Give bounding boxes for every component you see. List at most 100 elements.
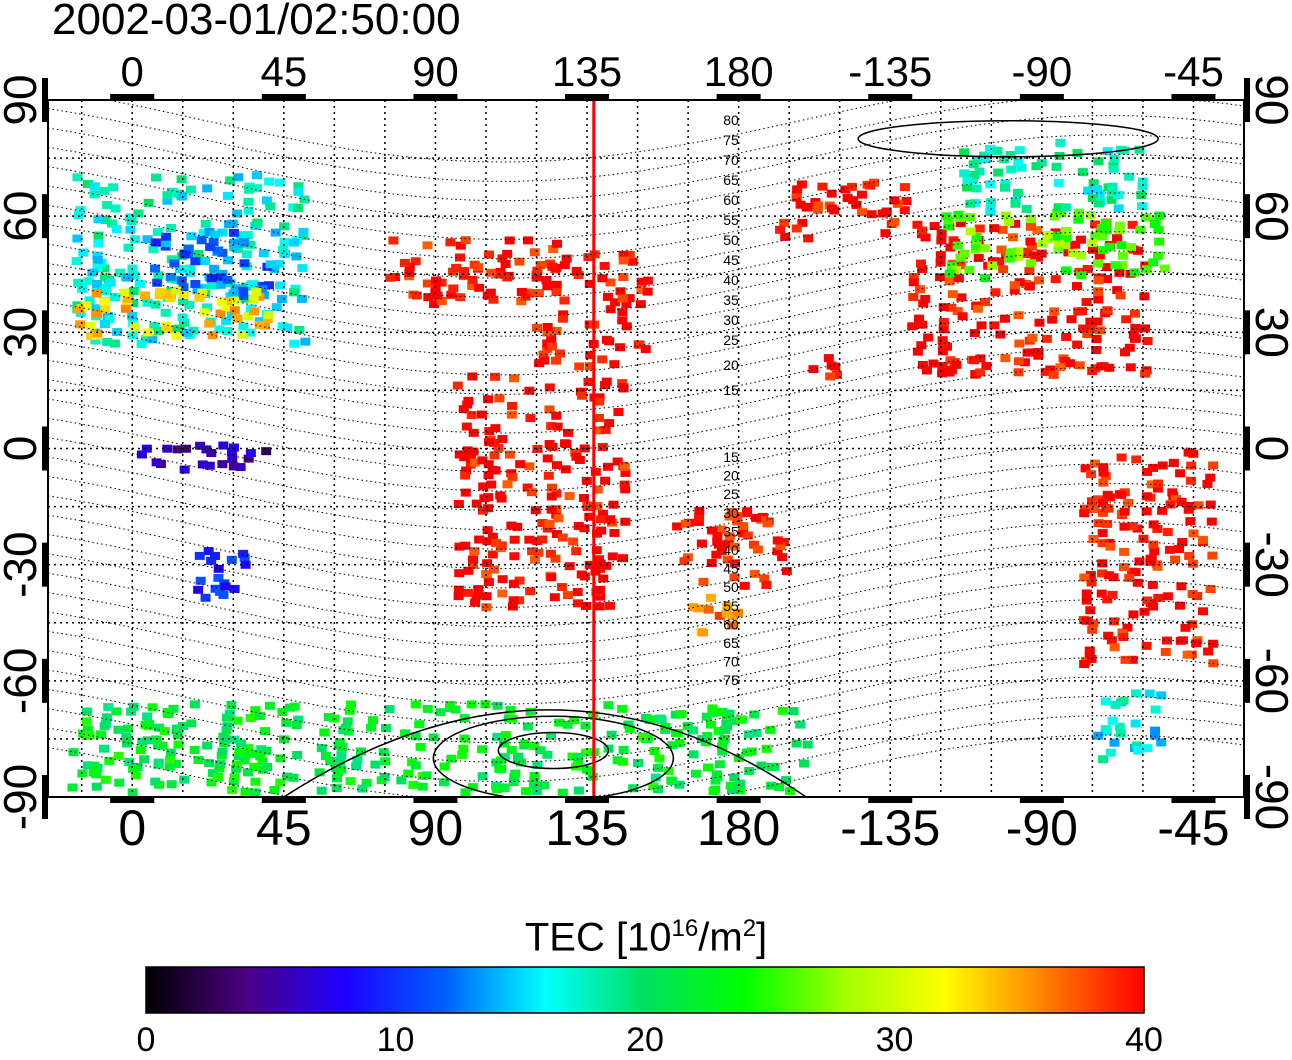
tec-cell (899, 183, 910, 192)
tec-cell (976, 321, 987, 330)
tec-cell (222, 722, 233, 731)
tec-cell (128, 764, 139, 773)
tec-cell (542, 454, 553, 463)
tec-cell (1082, 265, 1093, 274)
tec-cell (168, 704, 179, 713)
tec-cell (269, 785, 280, 794)
tec-cell (414, 720, 425, 729)
tec-cell (225, 176, 236, 185)
tec-cell (92, 329, 103, 338)
tec-cell (1100, 725, 1111, 734)
magnetic-latitude-contours (48, 100, 1244, 797)
tec-cell (551, 326, 562, 335)
tec-cell (445, 238, 456, 247)
tec-cell (161, 232, 172, 241)
tec-cell (1012, 252, 1023, 261)
tec-cell (701, 712, 712, 721)
magnetic-latitude-label: 75 (723, 132, 739, 148)
tec-cell (1053, 203, 1064, 212)
tec-cell (215, 280, 226, 289)
tec-cell (1121, 315, 1132, 324)
tec-cell (454, 450, 465, 459)
tec-cell (345, 777, 356, 786)
tec-cell (172, 731, 183, 740)
tec-cell (546, 422, 557, 431)
tec-cell (109, 293, 120, 302)
tec-cell (980, 155, 991, 164)
tec-cell (590, 567, 601, 576)
tec-cell (1151, 560, 1162, 569)
tec-cell (136, 340, 147, 349)
tec-cell (453, 585, 464, 594)
tec-cell (254, 320, 265, 329)
tec-cell (1104, 363, 1115, 372)
tec-cell (1137, 202, 1148, 211)
tec-cell (542, 322, 553, 331)
tec-cell (593, 414, 604, 423)
tec-cell (234, 747, 245, 756)
tec-cell (1168, 458, 1179, 467)
right-lat-tick-label: 0 (1246, 436, 1292, 462)
magnetic-latitude-contour (48, 482, 1244, 570)
tec-cell (516, 287, 527, 296)
tec-cell (153, 758, 164, 767)
tec-cell (944, 368, 955, 377)
tec-cell (1177, 538, 1188, 547)
tec-cell (276, 295, 287, 304)
tec-cell (1102, 306, 1113, 315)
tec-cell (1073, 307, 1084, 316)
tec-cell (151, 173, 162, 182)
tec-cell (937, 347, 948, 356)
tec-cell (799, 759, 810, 768)
tec-cell (1032, 226, 1043, 235)
tec-cell (1202, 479, 1213, 488)
tec-cell (460, 541, 471, 550)
tec-cell (1119, 547, 1130, 556)
magnetic-latitude-label: 75 (723, 672, 739, 688)
tec-cell (453, 592, 464, 601)
magnetic-latitude-label: 65 (723, 635, 739, 651)
magnetic-latitude-label: 25 (723, 332, 739, 348)
tec-cell (727, 621, 738, 630)
tec-cell (186, 719, 197, 728)
tec-cell (762, 519, 773, 528)
tec-cell (881, 207, 892, 216)
tec-cell (439, 762, 450, 771)
tec-cell (666, 776, 677, 785)
tec-cell (998, 265, 1009, 274)
tec-cell (421, 771, 432, 780)
tec-cell (529, 771, 540, 780)
magnetic-latitude-label: 70 (723, 152, 739, 168)
tec-cell (242, 230, 253, 239)
tec-cell (620, 468, 631, 477)
tec-cell (974, 167, 985, 176)
tec-cell (956, 293, 967, 302)
tec-cell (621, 322, 632, 331)
tec-cell (162, 325, 173, 334)
tec-cell (524, 462, 535, 471)
bottom-tick-mark (1171, 797, 1216, 803)
tec-cell (917, 360, 928, 369)
tec-cell (257, 285, 268, 294)
tec-cell (797, 218, 808, 227)
tec-cell (974, 224, 985, 233)
tec-cell (721, 609, 732, 618)
tec-cell (450, 705, 461, 714)
tec-cell (1109, 643, 1120, 652)
tec-cell (408, 780, 419, 789)
magnetic-latitude-contour (48, 405, 1244, 492)
tec-cell (583, 377, 594, 386)
tec-cell (1081, 616, 1092, 625)
tec-cell (722, 555, 733, 564)
tec-cell (137, 737, 148, 746)
tec-cell (792, 185, 803, 194)
tec-cell (717, 747, 728, 756)
tec-cell (713, 540, 724, 549)
tec-cell (477, 456, 488, 465)
tec-cell (293, 187, 304, 196)
tec-cell (775, 225, 786, 234)
tec-cell (410, 761, 421, 770)
tec-cell (472, 263, 483, 272)
tec-cell (912, 347, 923, 356)
tec-cell (209, 552, 220, 561)
